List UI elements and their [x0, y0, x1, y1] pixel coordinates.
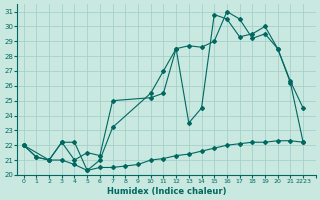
X-axis label: Humidex (Indice chaleur): Humidex (Indice chaleur) [107, 187, 226, 196]
